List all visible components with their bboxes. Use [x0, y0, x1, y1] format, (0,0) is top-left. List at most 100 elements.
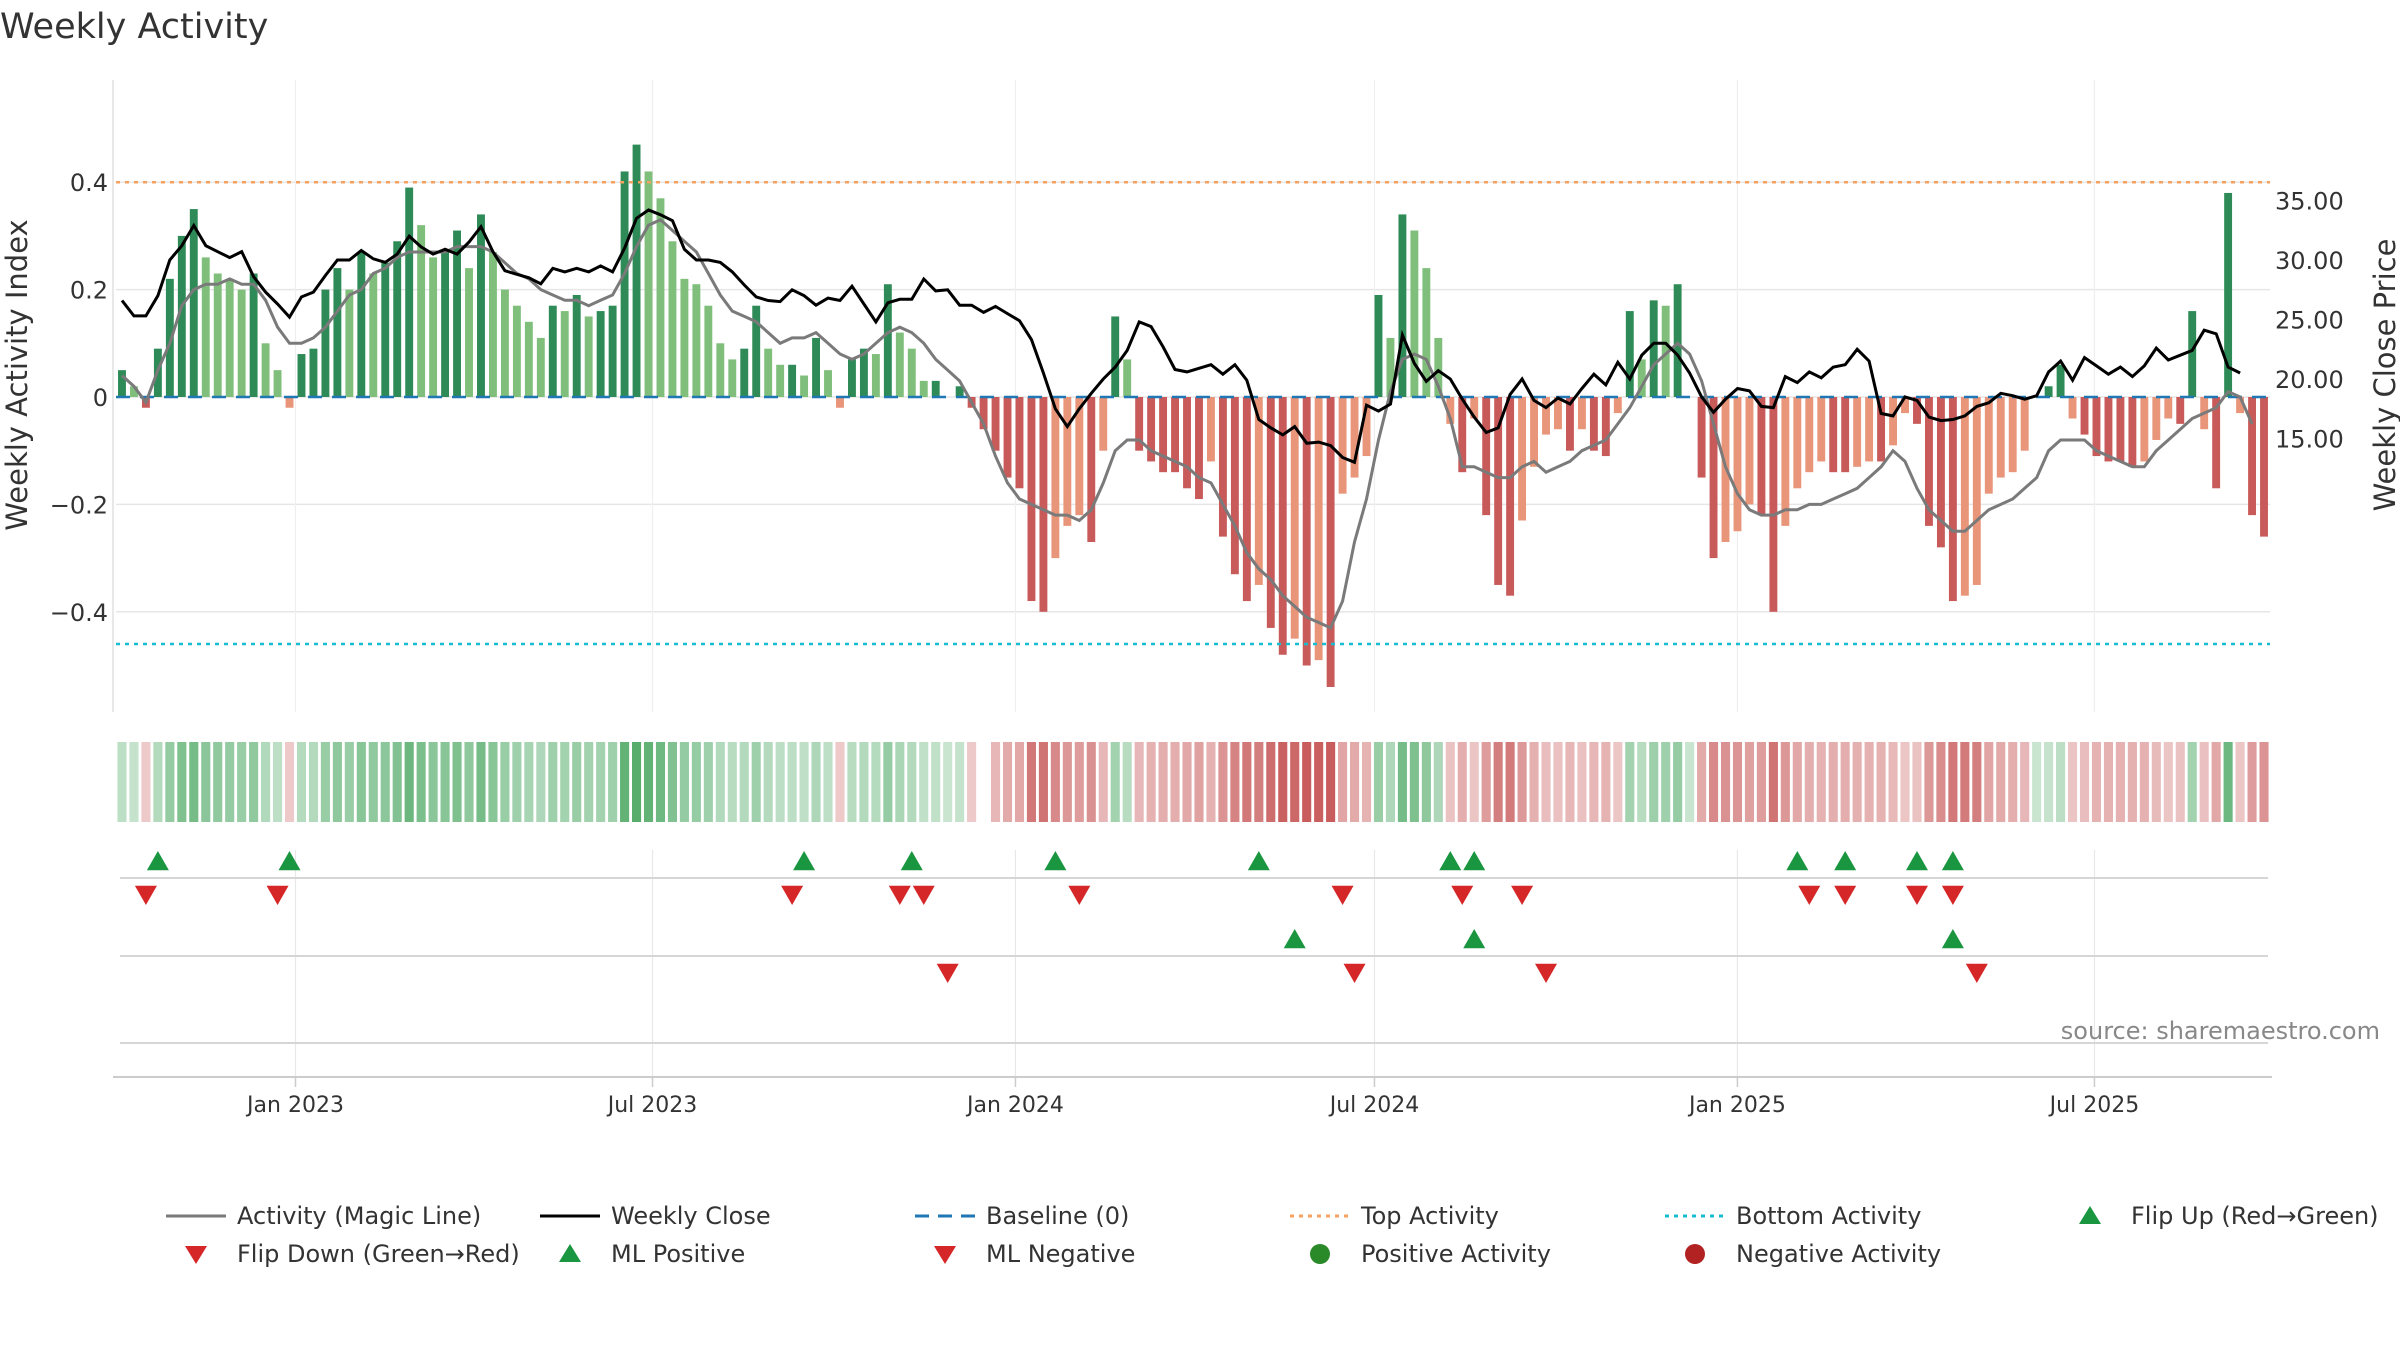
activity-bar [2188, 311, 2197, 397]
activity-bar [1350, 397, 1359, 478]
heat-cell [356, 742, 366, 822]
heat-cell [1278, 742, 1288, 822]
activity-bar [931, 380, 940, 397]
heat-cell [2103, 742, 2113, 822]
activity-bar [1530, 397, 1538, 467]
activity-bar [1625, 311, 1634, 397]
flip-down-marker [266, 885, 289, 905]
activity-bar [357, 252, 366, 397]
flip-up-marker [278, 851, 301, 871]
ml-positive-marker [1283, 929, 1306, 949]
flip-down-marker [1331, 885, 1354, 905]
heat-cell [620, 742, 630, 822]
x-tick-label: Jan 2023 [245, 1093, 344, 1118]
activity-bar [656, 198, 665, 397]
heat-cell [1864, 742, 1874, 822]
activity-bar [225, 278, 234, 397]
activity-bar [1003, 397, 1012, 478]
flip-up-marker [793, 851, 816, 871]
legend-label: Positive Activity [1361, 1240, 1551, 1268]
activity-bar [1697, 397, 1706, 478]
activity-bar [1877, 397, 1886, 462]
heat-cell [237, 742, 247, 822]
legend-item: Flip Up (Red→Green) [2079, 1202, 2379, 1230]
y-axis-label: Weekly Activity Index [0, 219, 34, 530]
y-tick-label: 0 [93, 384, 108, 412]
heat-cell [464, 742, 474, 822]
heat-cell [1649, 742, 1659, 822]
heat-cell [1972, 742, 1982, 822]
flip-down-marker [912, 885, 935, 905]
heat-cell [1613, 742, 1623, 822]
flip-up-marker [146, 851, 169, 871]
heat-cell [2115, 742, 2125, 822]
heat-cell [1170, 742, 1180, 822]
heat-cell [2079, 742, 2090, 822]
axes: −0.4 −0.2 0 0.2 0.4 15.00 20.00 25.00 30.00 35.00 [50, 80, 2344, 712]
legend-label: Negative Activity [1736, 1240, 1941, 1268]
flip-up-marker [1044, 851, 1067, 871]
ml-negative-marker [936, 963, 959, 983]
activity-bar [1960, 397, 1969, 596]
heat-cell [1254, 742, 1264, 822]
activity-bar [1948, 397, 1957, 602]
activity-bar [1434, 337, 1443, 397]
heat-cell [2056, 742, 2066, 822]
activity-bar [692, 284, 701, 397]
legend-swatch [2079, 1206, 2101, 1224]
activity-bar [465, 268, 473, 397]
activity-bar [2152, 397, 2161, 440]
heat-cell [1373, 742, 1384, 822]
heat-cell [715, 742, 725, 822]
heat-cell [548, 742, 558, 822]
activity-bar [1207, 397, 1215, 462]
activity-bar [1183, 397, 1191, 489]
activity-bar [1482, 397, 1491, 516]
heat-cell [1314, 742, 1324, 822]
heat-cell [2127, 742, 2137, 822]
activity-bar [321, 289, 330, 397]
heat-cell [524, 742, 534, 822]
heat-cell [1038, 742, 1048, 822]
activity-bar [1027, 397, 1036, 602]
activity-bar [1266, 397, 1275, 628]
activity-bar [2092, 397, 2101, 457]
activity-bar [824, 370, 832, 397]
activity-bar [704, 305, 713, 397]
heat-cell [655, 742, 666, 822]
heat-cell [1577, 742, 1587, 822]
flip-up-marker [900, 851, 923, 871]
activity-bar [895, 332, 904, 397]
heat-cell [859, 742, 869, 822]
heat-cell [2091, 742, 2102, 822]
flip-down-marker [1068, 885, 1091, 905]
activity-bar [1913, 397, 1921, 424]
activity-bar [2068, 397, 2077, 419]
heat-cell [1804, 742, 1814, 822]
heat-cell [883, 742, 893, 822]
heat-cell [141, 742, 151, 822]
activity-bar [644, 171, 653, 397]
heat-cell [153, 742, 163, 822]
legend-item: Flip Down (Green→Red) [185, 1240, 520, 1268]
heat-cell [1529, 742, 1539, 822]
activity-bar [309, 348, 318, 397]
heat-cell [177, 742, 187, 822]
activity-bar [1398, 214, 1407, 397]
legend: Activity (Magic Line) Weekly Close Baselin… [166, 1202, 2379, 1268]
activity-bar [2128, 397, 2137, 467]
activity-bar [1242, 397, 1251, 602]
heat-cell [1457, 742, 1467, 822]
heat-cell [847, 742, 857, 822]
legend-label: Weekly Close [611, 1202, 771, 1230]
activity-bar [2164, 397, 2173, 419]
source-text: source: sharemaestro.com [2061, 1017, 2380, 1045]
y-tick-label: −0.2 [50, 491, 108, 519]
heat-cell [643, 742, 654, 822]
activity-bar [405, 187, 414, 397]
legend-label: Flip Down (Green→Red) [237, 1240, 520, 1268]
ml-positive-marker [1941, 929, 1964, 949]
heat-cell [1685, 742, 1695, 822]
heat-cell [931, 742, 941, 822]
